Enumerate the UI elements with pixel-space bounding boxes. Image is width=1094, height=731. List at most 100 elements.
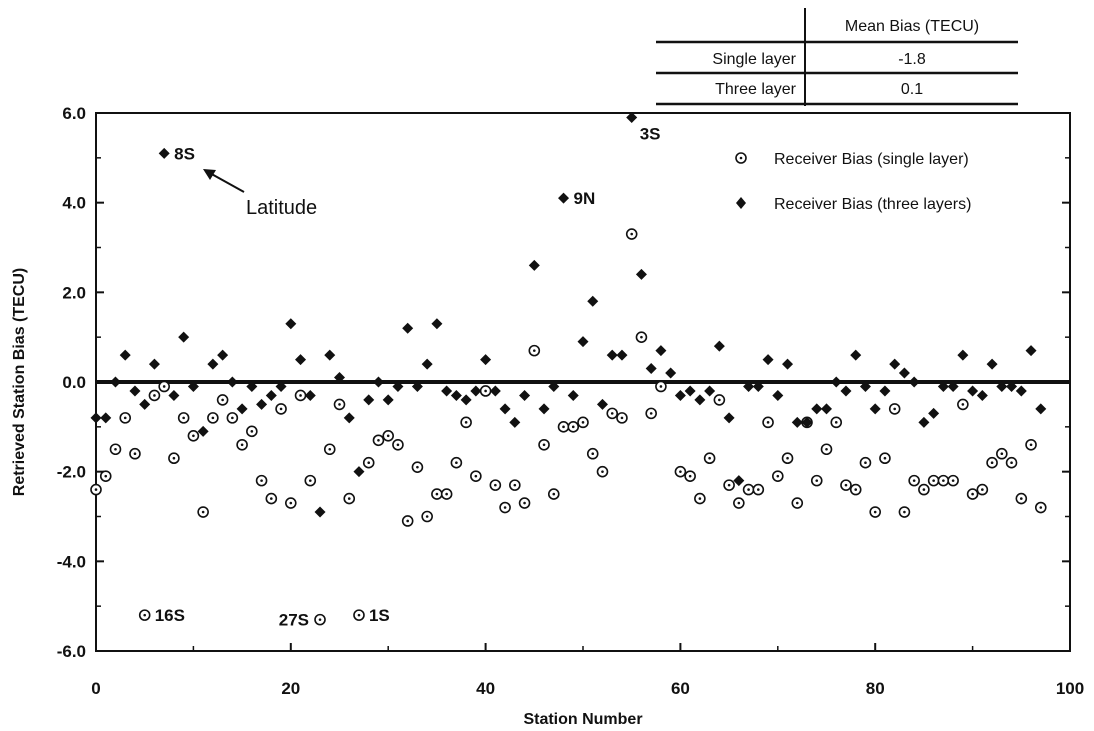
single-layer-point	[547, 488, 560, 500]
three-layer-point	[587, 295, 599, 307]
single-layer-point	[518, 497, 531, 509]
three-layer-point	[947, 380, 959, 392]
single-layer-point-dot	[552, 492, 556, 496]
single-layer-point	[567, 421, 580, 433]
three-layer-point	[645, 363, 657, 375]
single-layer-point	[353, 609, 365, 621]
single-layer-point	[294, 389, 307, 402]
single-layer-point	[966, 488, 979, 500]
single-layer-point-dot	[601, 470, 604, 473]
single-layer-point-dot	[435, 492, 439, 496]
three-layer-point	[1035, 403, 1047, 415]
x-tick-label: 80	[866, 679, 885, 698]
single-layer-point-dot	[386, 434, 390, 438]
single-layer-point	[392, 438, 404, 451]
y-tick-label: 6.0	[62, 104, 86, 123]
three-layer-point	[733, 475, 745, 487]
single-layer-point	[109, 443, 122, 456]
latitude-label: 3S	[640, 124, 661, 143]
three-layer-point	[635, 268, 647, 280]
single-layer-point-dot	[328, 447, 332, 451]
single-layer-point	[820, 443, 833, 456]
single-layer-point-dot	[114, 447, 117, 451]
three-layer-point	[295, 354, 307, 366]
three-layer-point	[441, 385, 453, 397]
single-layer-point	[655, 380, 667, 393]
three-layer-point	[713, 340, 725, 352]
single-layer-point-dot	[747, 488, 750, 491]
single-layer-point	[226, 412, 239, 424]
three-layer-point	[187, 380, 199, 392]
single-layer-point	[323, 443, 336, 456]
three-layer-point	[918, 416, 930, 428]
single-layer-point	[986, 456, 998, 469]
single-layer-point	[810, 474, 823, 487]
three-layer-point	[869, 403, 881, 415]
three-layer-point	[90, 412, 102, 424]
three-layer-point	[976, 389, 988, 401]
three-layer-point	[850, 349, 862, 361]
table-row-label: Single layer	[712, 51, 796, 68]
single-layer-point	[684, 470, 696, 482]
single-layer-point	[265, 492, 278, 505]
single-layer-point	[450, 456, 463, 469]
single-layer-point	[645, 407, 657, 420]
three-layer-point	[889, 358, 901, 370]
single-layer-point	[577, 416, 589, 429]
single-layer-point-dot	[727, 483, 731, 487]
single-layer-point	[1015, 492, 1028, 505]
three-layer-point	[372, 376, 384, 388]
single-layer-point-dot	[464, 421, 468, 424]
three-layer-point	[908, 376, 920, 388]
single-layer-point-dot	[503, 506, 507, 509]
three-layer-point	[285, 318, 297, 330]
legend-label-three-layers: Receiver Bias (three layers)	[774, 196, 971, 213]
single-layer-point	[187, 429, 200, 442]
single-layer-point	[470, 470, 482, 482]
three-layer-point	[314, 506, 326, 518]
single-layer-point-dot	[786, 456, 789, 460]
table-header-mean-bias: Mean Bias (TECU)	[845, 18, 979, 35]
single-layer-point	[703, 452, 716, 465]
single-layer-point	[177, 412, 190, 424]
single-layer-point	[752, 483, 765, 496]
single-layer-point	[947, 474, 959, 487]
x-tick-label: 20	[281, 679, 300, 698]
single-layer-point-dot	[231, 416, 234, 420]
single-layer-point-dot	[942, 479, 945, 482]
single-layer-point	[216, 394, 229, 406]
y-tick-label: -6.0	[57, 642, 86, 661]
three-layer-point	[246, 380, 258, 392]
three-layer-point	[528, 259, 540, 271]
single-layer-point-dot	[1020, 497, 1023, 500]
single-layer-point-dot	[883, 456, 887, 460]
single-layer-point	[509, 479, 521, 491]
single-layer-point-dot	[981, 488, 984, 491]
three-layer-point	[421, 358, 433, 370]
single-layer-point	[314, 613, 326, 626]
table-row-value: 0.1	[901, 81, 923, 98]
legend-marker-three-layers	[736, 197, 746, 209]
single-layer-point	[99, 470, 112, 482]
single-layer-point	[840, 479, 852, 491]
single-layer-point	[849, 483, 862, 496]
latitude-label: 8S	[174, 144, 195, 163]
latitude-label: 1S	[369, 606, 390, 625]
legend: Receiver Bias (single layer) Receiver Bi…	[735, 151, 971, 213]
three-layer-point	[967, 385, 979, 397]
single-layer-point-dot	[1029, 443, 1033, 447]
single-layer-point	[207, 412, 219, 424]
three-layer-point	[791, 416, 803, 428]
three-layer-point	[178, 331, 190, 343]
single-layer-point	[957, 398, 969, 411]
three-layer-point	[1006, 380, 1018, 392]
three-layer-point	[499, 403, 511, 415]
single-layer-point	[431, 488, 443, 500]
single-layer-point-dot	[455, 461, 458, 465]
single-layer-point-dot	[533, 349, 536, 352]
three-layer-point	[801, 416, 813, 428]
three-layer-point	[392, 380, 404, 392]
single-layer-point-dot	[347, 497, 351, 500]
single-layer-point	[255, 474, 268, 487]
three-layer-point	[821, 403, 832, 415]
